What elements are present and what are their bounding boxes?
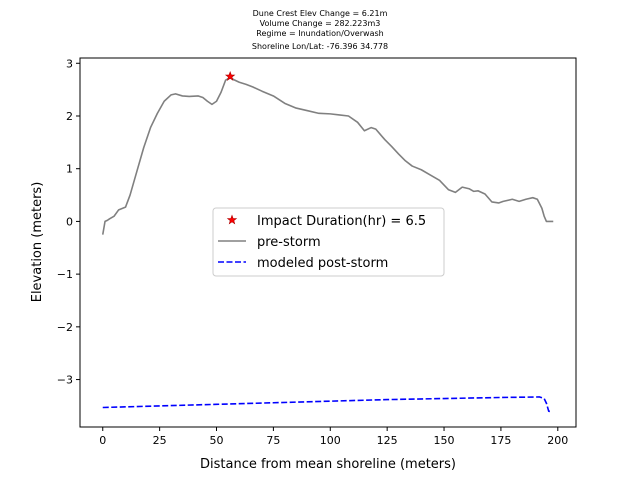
y-axis-label: Elevation (meters): [30, 182, 45, 303]
y-tick-label: 3: [66, 57, 73, 70]
y-tick-label: 2: [66, 110, 73, 123]
title-line-3: Regime = Inundation/Overwash: [256, 29, 384, 38]
axes-frame: [79, 57, 577, 428]
x-tick-label: 200: [547, 434, 568, 447]
x-tick-label: 175: [490, 434, 511, 447]
x-tick-label: 50: [210, 434, 224, 447]
x-tick-label: 125: [377, 434, 398, 447]
y-tick-label: −3: [57, 374, 73, 387]
impact-star-marker: [224, 70, 236, 81]
legend-label: Impact Duration(hr) = 6.5: [257, 214, 426, 229]
legend: Impact Duration(hr) = 6.5 pre-storm modele…: [212, 207, 445, 277]
series-layer: [101, 70, 554, 413]
title-line-2: Volume Change = 282.223m3: [259, 19, 381, 28]
y-tick-label: 0: [66, 215, 73, 228]
x-tick-label: 75: [266, 434, 280, 447]
x-tick-label: 25: [153, 434, 167, 447]
legend-label: pre-storm: [257, 235, 321, 250]
legend-handle: [226, 214, 238, 225]
y-tick-label: −1: [57, 268, 73, 281]
pre-storm-line: [101, 76, 554, 235]
x-tick-label: 150: [434, 434, 455, 447]
x-axis-label: Distance from mean shoreline (meters): [200, 457, 456, 472]
y-tick-label: 1: [66, 163, 73, 176]
x-tick-label: 100: [320, 434, 341, 447]
tick-layer: 0 25 50 75 100 125 150 175 200 −3 −2 −1 0 1 2 3: [57, 57, 569, 447]
x-tick-label: 0: [99, 434, 106, 447]
title-line-4: Shoreline Lon/Lat: -76.396 34.778: [251, 42, 389, 51]
title-line-1: Dune Crest Elev Change = 6.21m: [252, 9, 388, 18]
y-tick-label: −2: [57, 321, 73, 334]
legend-label: modeled post-storm: [257, 256, 388, 271]
post-storm-line: [102, 396, 552, 413]
